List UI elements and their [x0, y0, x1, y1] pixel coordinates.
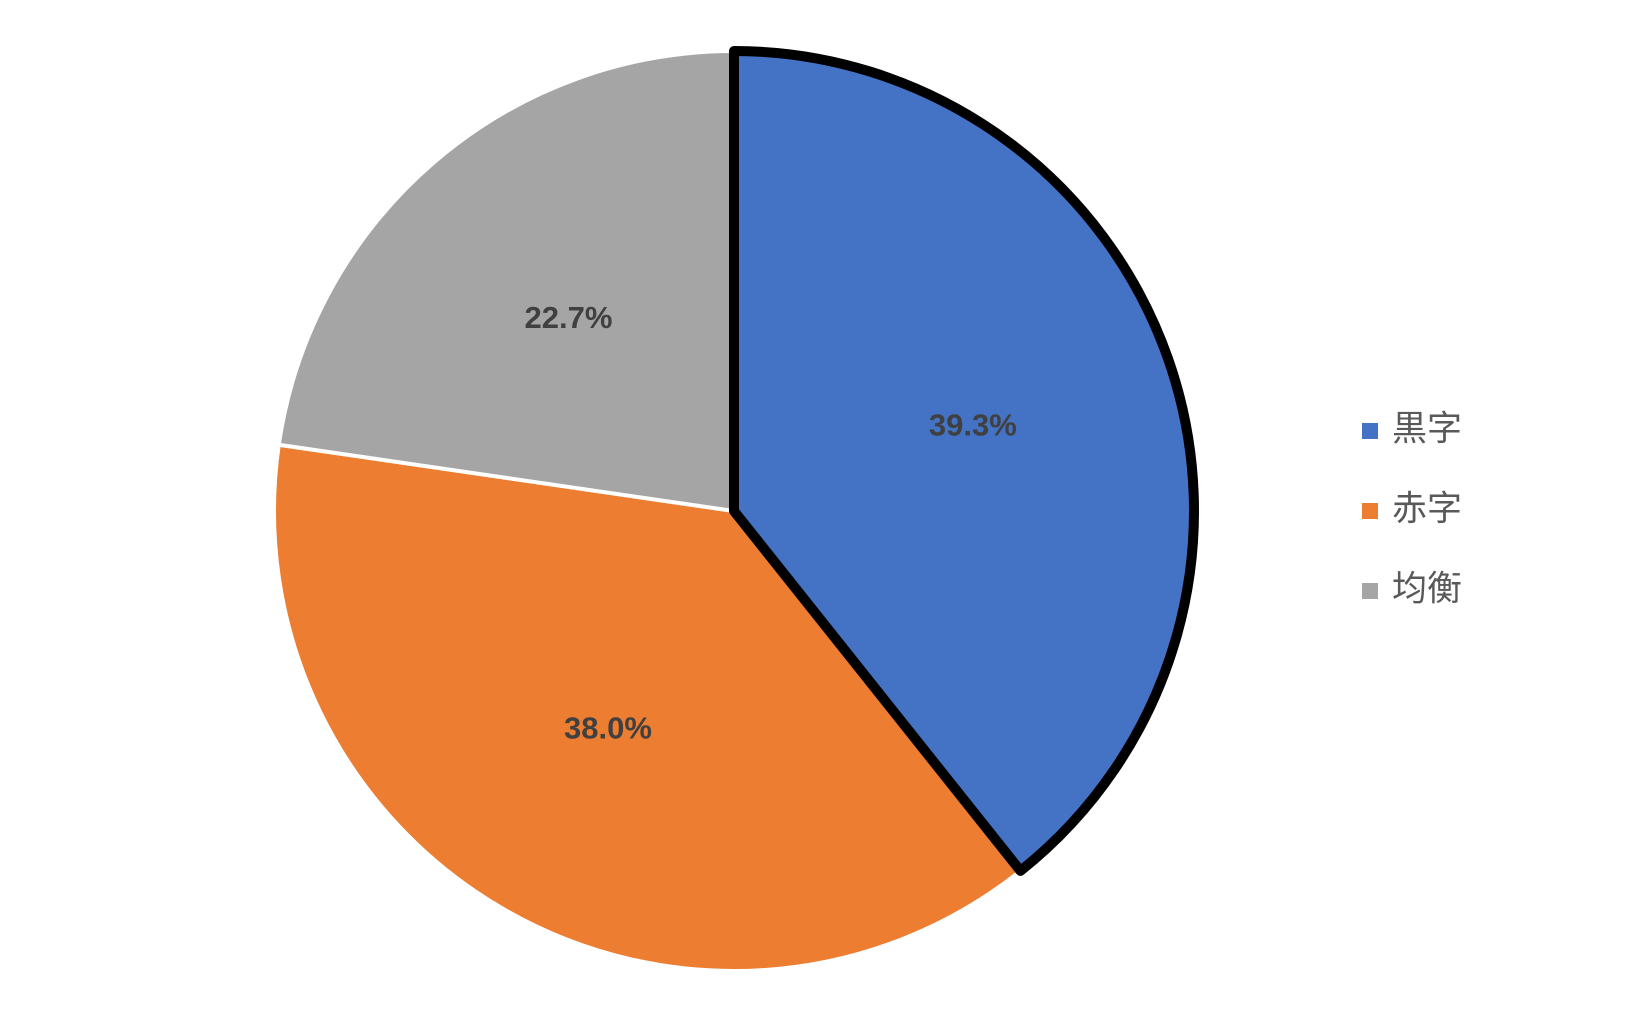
legend-label: 黒字: [1392, 409, 1462, 448]
pie-slice: [276, 49, 736, 513]
data-label: 39.3%: [929, 408, 1017, 443]
legend-swatch: [1362, 503, 1378, 519]
pie-slice: [729, 46, 1199, 876]
data-label: 38.0%: [564, 711, 652, 746]
data-label: 22.7%: [525, 300, 613, 335]
legend-label: 赤字: [1392, 489, 1462, 528]
legend-label: 均衡: [1392, 569, 1462, 608]
legend-swatch: [1362, 423, 1378, 439]
pie-slice: [272, 442, 1023, 973]
legend-swatch: [1362, 583, 1378, 599]
